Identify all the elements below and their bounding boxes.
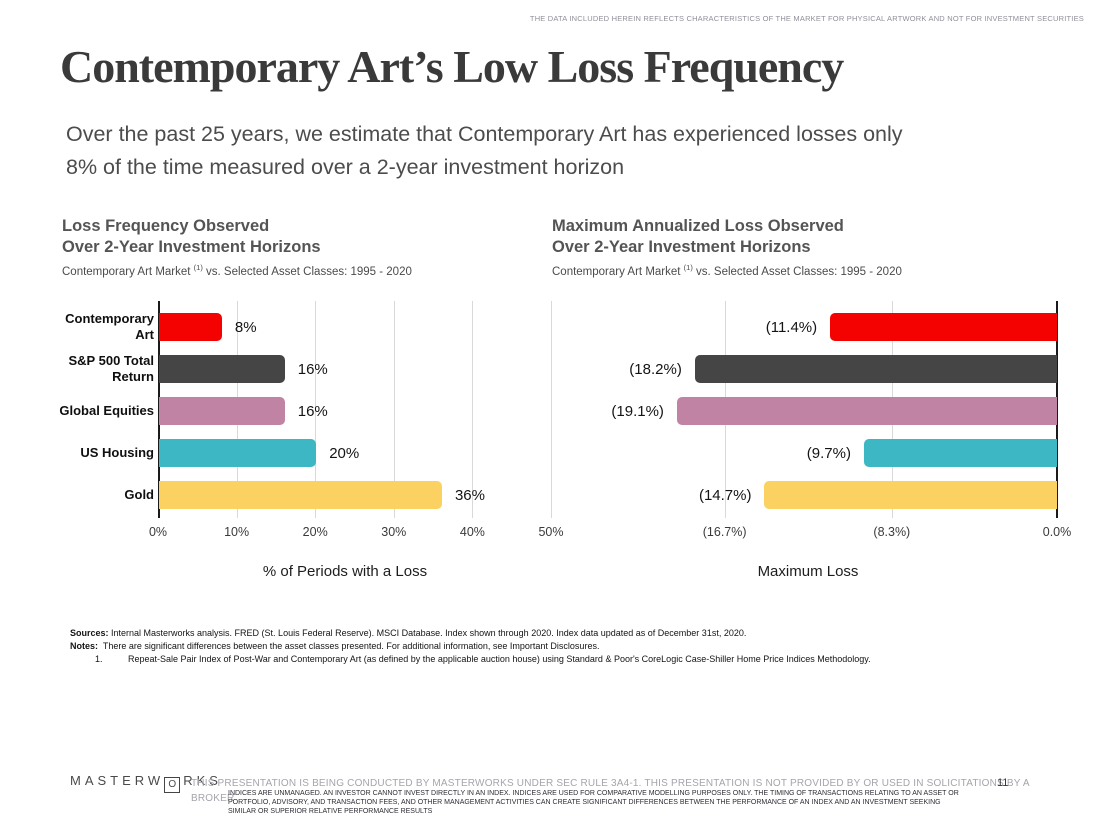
- bar-gold: [764, 481, 1057, 509]
- bar-contemporary-art: [159, 313, 222, 341]
- left-chart-subtitle: Contemporary Art Market (1) vs. Selected…: [62, 263, 412, 278]
- bar-value-contemporary-art: (11.4%): [765, 318, 818, 336]
- bar-contemporary-art: [830, 313, 1057, 341]
- left-chart-title-line1: Loss Frequency Observed: [62, 217, 270, 235]
- footer-fine-print-line1: INDICES ARE UNMANAGED. AN INVESTOR CANNO…: [228, 790, 959, 797]
- category-label-s-p-500-total-return: S&P 500 Total Return: [68, 353, 155, 384]
- c1-tick-2: 0.0%: [1042, 525, 1072, 539]
- c0-tick-2: 20%: [302, 525, 328, 539]
- sources-line: Sources: Internal Masterworks analysis. …: [70, 628, 747, 638]
- bar-value-contemporary-art: 8%: [234, 318, 257, 336]
- footer-fine-print-line3: SIMILAR OR SUPERIOR RELATIVE PERFORMANCE…: [228, 808, 433, 815]
- c0-tick-3: 30%: [381, 525, 407, 539]
- right-chart-title-line1: Maximum Annualized Loss Observed: [552, 217, 844, 235]
- logo-o-box: O: [164, 777, 181, 793]
- c1-axis-line: [1056, 301, 1058, 518]
- right-chart-header: Maximum Annualized Loss Observed Over 2-…: [552, 216, 1022, 278]
- c0-tick-0: 0%: [148, 525, 168, 539]
- c0-axis-title: % of Periods with a Loss: [262, 563, 428, 580]
- c1-tick-0: (16.7%): [702, 525, 747, 539]
- bar-value-us-housing: (9.7%): [806, 444, 851, 462]
- page-title: Contemporary Art’s Low Loss Frequency: [60, 41, 844, 92]
- right-chart-title: Maximum Annualized Loss Observed Over 2-…: [552, 216, 1022, 258]
- page-subtitle: Over the past 25 years, we estimate that…: [66, 118, 903, 184]
- footnote-marker: (1): [683, 263, 693, 272]
- page-subtitle-line2: 8% of the time measured over a 2-year in…: [66, 155, 625, 179]
- c1-tick-1: (8.3%): [873, 525, 911, 539]
- category-label-gold: Gold: [124, 487, 154, 502]
- bar-value-s-p-500-total-return: (18.2%): [629, 360, 682, 378]
- c0-gridline: [551, 301, 552, 518]
- masterworks-logo: MASTERW O RKS: [70, 773, 222, 793]
- bar-value-gold: (14.7%): [698, 486, 752, 504]
- bar-gold: [159, 481, 442, 509]
- footnote-1: 1. Repeat-Sale Pair Index of Post-War and…: [95, 654, 871, 664]
- c0-axis-line: [157, 301, 160, 518]
- category-label-global-equities: Global Equities: [59, 403, 154, 418]
- bar-value-global-equities: (19.1%): [611, 402, 664, 420]
- bar-value-s-p-500-total-return: 16%: [297, 360, 328, 378]
- c0-tick-5: 50%: [538, 525, 564, 539]
- c0-gridline: [394, 301, 395, 518]
- left-chart-title-line2: Over 2-Year Investment Horizons: [62, 238, 321, 256]
- category-label-contemporary-art: Contemporary Art: [65, 311, 154, 342]
- page-subtitle-line1: Over the past 25 years, we estimate that…: [66, 122, 903, 146]
- bar-s-p-500-total-return: [694, 355, 1057, 383]
- footnote-marker: (1): [193, 263, 203, 272]
- notes-line: Notes: There are significant differences…: [70, 641, 600, 651]
- page-number: 11: [997, 777, 1009, 789]
- right-chart-title-line2: Over 2-Year Investment Horizons: [552, 238, 811, 256]
- footnotes: Sources: Internal Masterworks analysis. …: [70, 628, 871, 667]
- footer-disclaimer-line1: THIS PRESENTATION IS BEING CONDUCTED BY …: [191, 778, 1030, 789]
- c0-tick-1: 10%: [224, 525, 250, 539]
- bar-us-housing: [863, 439, 1057, 467]
- category-label-us-housing: US Housing: [80, 445, 154, 460]
- bar-s-p-500-total-return: [159, 355, 285, 383]
- bar-value-gold: 36%: [454, 486, 485, 504]
- c0-gridline: [472, 301, 473, 518]
- c1-axis-title: Maximum Loss: [757, 563, 859, 580]
- footer-disclaimer-line2: BROKER: [191, 793, 235, 804]
- bar-value-us-housing: 20%: [329, 444, 360, 462]
- bar-global-equities: [159, 397, 285, 425]
- bar-us-housing: [159, 439, 317, 467]
- footer-fine-print-line2: PORTFOLIO, ADVISORY, AND TRANSACTION FEE…: [228, 799, 941, 806]
- bar-value-global-equities: 16%: [297, 402, 328, 420]
- c0-tick-4: 40%: [459, 525, 485, 539]
- left-chart-header: Loss Frequency Observed Over 2-Year Inve…: [62, 216, 532, 278]
- left-chart-title: Loss Frequency Observed Over 2-Year Inve…: [62, 216, 532, 258]
- c0-gridline: [315, 301, 316, 518]
- top-disclaimer: THE DATA INCLUDED HEREIN REFLECTS CHARAC…: [529, 14, 1084, 23]
- right-chart-subtitle: Contemporary Art Market (1) vs. Selected…: [552, 263, 902, 278]
- bar-global-equities: [676, 397, 1057, 425]
